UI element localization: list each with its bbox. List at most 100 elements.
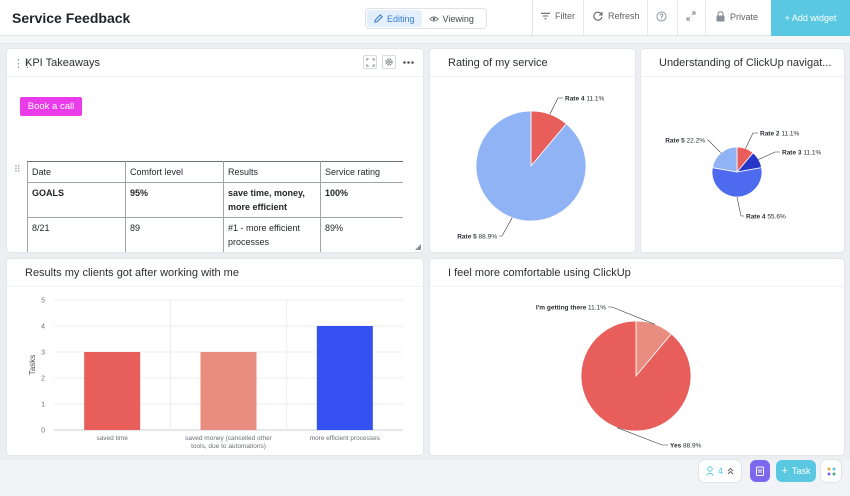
table-header-row: Date Comfort level Results Service ratin… [27, 161, 403, 183]
table-row: 8/21 89 #1 - more efficient processes 89… [27, 217, 403, 252]
editing-mode-label: Editing [387, 13, 415, 24]
resize-handle[interactable] [415, 244, 421, 250]
pie-leader-line [745, 132, 758, 149]
add-widget-button[interactable]: + Add widget [771, 0, 850, 36]
understanding-card-title: Understanding of ClickUp navigat... [659, 57, 832, 69]
pencil-icon [374, 14, 383, 23]
x-tick-label: saved time [96, 435, 128, 442]
table-header-cell[interactable]: Results [223, 161, 321, 183]
table-cell[interactable]: 95% [125, 182, 224, 218]
drag-handle-icon[interactable]: ⋮⋮ [13, 58, 33, 70]
rating-pie-chart: Rate 4 11.1% Rate 5 88.9% [457, 96, 604, 241]
table-header-cell[interactable]: Date [27, 161, 126, 183]
kpi-card-title: KPI Takeaways [25, 57, 101, 69]
viewing-mode-label: Viewing [442, 13, 474, 24]
y-tick-label: 3 [41, 350, 45, 357]
eye-icon [428, 16, 439, 21]
watchers-count: 4 [717, 466, 723, 476]
refresh-icon [593, 11, 603, 21]
pie-leader-line [707, 139, 722, 154]
pie-slice [580, 320, 692, 432]
pie-leader-line [758, 151, 780, 160]
table-cell[interactable]: 89% [320, 217, 403, 252]
filter-icon [541, 12, 550, 20]
table-header-cell[interactable]: Service rating [320, 161, 403, 183]
fullscreen-button[interactable] [686, 11, 696, 21]
card-divider [430, 286, 844, 287]
divider [677, 0, 678, 36]
notepad-icon [756, 466, 764, 476]
viewing-mode-button[interactable]: Viewing [422, 10, 481, 27]
watchers-button[interactable]: 4 [699, 460, 741, 482]
pie-slice-label: Rate 5 22.2% [665, 138, 705, 145]
lock-icon [716, 11, 725, 22]
top-bar: Service Feedback Editing Viewing Filter … [0, 0, 850, 36]
toolbar-strip [0, 36, 850, 44]
new-task-label: Task [791, 466, 811, 476]
new-task-button[interactable]: + Task [776, 460, 816, 482]
filter-button[interactable]: Filter [541, 11, 575, 21]
comfort-card-title: I feel more comfortable using ClickUp [448, 267, 631, 279]
refresh-button[interactable]: Refresh [593, 11, 640, 21]
pie-slice [475, 110, 587, 222]
apps-grid-icon [827, 467, 835, 475]
pie-leader-line [499, 217, 513, 237]
pie-slice-label: Rate 4 11.1% [565, 96, 604, 103]
pie-slice-label: Rate 3 11.1% [782, 150, 821, 157]
private-button[interactable]: Private [716, 11, 758, 22]
kpi-table: Date Comfort level Results Service ratin… [27, 161, 403, 252]
y-tick-label: 1 [41, 402, 45, 409]
divider [705, 0, 706, 36]
results-clients-card: Results my clients got after working wit… [7, 259, 423, 455]
pie-slice-label: I'm getting there 11.1% [536, 305, 606, 312]
pie-leader-line [617, 427, 668, 446]
table-cell[interactable]: 89 [125, 217, 224, 252]
table-cell[interactable]: save time, money, more efficient [223, 182, 321, 218]
refresh-label: Refresh [608, 11, 640, 21]
table-header-cell[interactable]: Comfort level [125, 161, 224, 183]
pie-slice-label: Rate 2 11.1% [760, 131, 799, 138]
table-cell[interactable]: GOALS [27, 182, 126, 218]
bar [200, 352, 257, 430]
table-cell[interactable]: 100% [320, 182, 403, 218]
mode-toggle[interactable]: Editing Viewing [365, 8, 487, 29]
y-tick-label: 0 [41, 428, 45, 435]
card-divider [430, 76, 635, 77]
x-tick-label: more efficient processes [310, 435, 381, 442]
bar [84, 352, 141, 430]
pie-slice [711, 167, 763, 198]
y-axis-label: Tasks [28, 355, 37, 375]
expand-icon[interactable] [363, 55, 377, 69]
bar [316, 326, 373, 430]
pie-slice [711, 146, 738, 173]
pie-leader-line [549, 97, 563, 115]
pie-leader-line [736, 196, 744, 217]
table-cell[interactable]: 8/21 [27, 217, 126, 252]
y-tick-label: 5 [41, 298, 45, 305]
notepad-button[interactable] [750, 460, 770, 482]
y-tick-label: 4 [41, 324, 45, 331]
expand-icon [686, 11, 696, 21]
comfortable-clickup-card: I feel more comfortable using ClickUp I'… [430, 259, 844, 455]
chevron-up-icon [727, 467, 734, 475]
apps-button[interactable] [821, 460, 841, 482]
table-row: GOALS 95% save time, money, more efficie… [27, 182, 403, 218]
more-options-icon[interactable] [401, 55, 415, 69]
add-widget-label: + Add widget [784, 13, 837, 23]
pie-leader-line [608, 306, 655, 325]
rating-of-service-card: Rating of my service Rate 4 11.1% Rate 5 … [430, 49, 635, 252]
card-divider [7, 286, 423, 287]
help-icon [656, 11, 667, 22]
pie-slice-label: Yes 88.9% [670, 443, 702, 450]
page-title: Service Feedback [12, 10, 131, 26]
card-divider [7, 76, 423, 77]
help-button[interactable] [656, 11, 667, 22]
table-cell[interactable]: #1 - more efficient processes [223, 217, 321, 252]
divider [532, 0, 533, 36]
book-a-call-button[interactable]: Book a call [20, 97, 82, 116]
editing-mode-button[interactable]: Editing [367, 10, 422, 27]
plus-icon: + [781, 465, 788, 477]
gear-icon[interactable] [382, 55, 396, 69]
table-drag-handle-icon[interactable]: ⠿ [14, 164, 21, 174]
rating-card-title: Rating of my service [448, 57, 548, 69]
